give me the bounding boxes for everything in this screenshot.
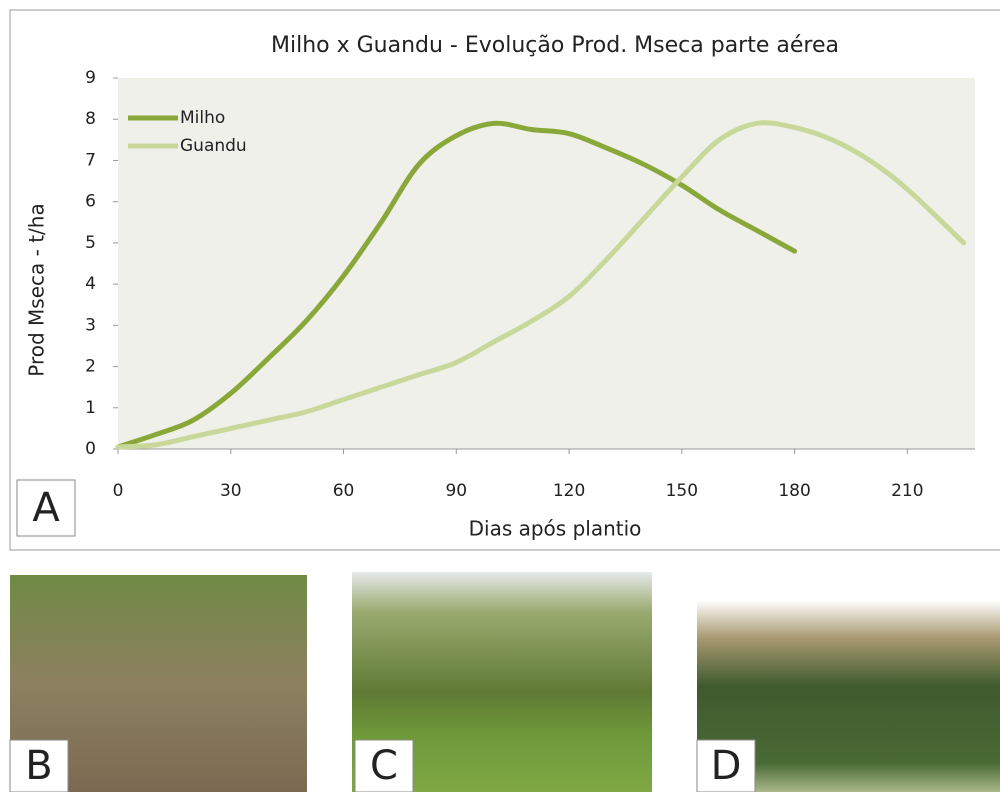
y-tick-label: 7 bbox=[85, 150, 96, 170]
chart-title: Milho x Guandu - Evolução Prod. Mseca pa… bbox=[271, 33, 839, 58]
y-tick-label: 9 bbox=[85, 68, 96, 88]
plot-area bbox=[118, 78, 975, 449]
x-axis-label: Dias após plantio bbox=[469, 517, 642, 541]
x-tick-label: 30 bbox=[220, 481, 242, 501]
y-tick-label: 6 bbox=[85, 192, 96, 212]
x-tick-label: 90 bbox=[445, 481, 467, 501]
line bbox=[115, 120, 967, 450]
y-tick-label: 0 bbox=[85, 439, 96, 459]
panel-label-box bbox=[696, 739, 756, 792]
legend-label: Guandu bbox=[180, 136, 247, 156]
panel-label-box bbox=[9, 739, 69, 792]
panel-label-box bbox=[16, 479, 76, 537]
panel-label-box bbox=[354, 739, 414, 792]
x-tick-label: 150 bbox=[666, 481, 698, 501]
y-tick-label: 2 bbox=[85, 357, 96, 377]
x-tick-label: 0 bbox=[113, 481, 124, 501]
panel-label: B bbox=[25, 743, 52, 789]
y-axis-label: Prod Mseca - t/ha bbox=[25, 203, 49, 376]
x-tick-label: 210 bbox=[891, 481, 923, 501]
y-tick-label: 4 bbox=[85, 274, 96, 294]
panel-label: D bbox=[711, 743, 742, 789]
x-tick-label: 120 bbox=[553, 481, 585, 501]
panel-label: C bbox=[370, 743, 398, 789]
panel-label: A bbox=[32, 485, 60, 531]
y-tick-label: 5 bbox=[85, 233, 96, 253]
y-tick-label: 3 bbox=[85, 315, 96, 335]
y-tick-label: 1 bbox=[85, 398, 96, 418]
x-tick-label: 60 bbox=[333, 481, 355, 501]
y-tick-label: 8 bbox=[85, 109, 96, 129]
x-tick-label: 180 bbox=[778, 481, 810, 501]
line bbox=[115, 120, 798, 450]
legend-label: Milho bbox=[180, 108, 225, 128]
